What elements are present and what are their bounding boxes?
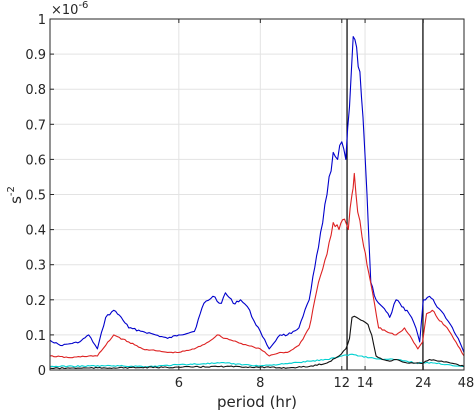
y-multiplier-base: ×10 [51,3,78,18]
y-tick-label: 1 [38,13,46,28]
y-axis-label: s-2 [6,186,25,204]
reference-lines [346,19,424,370]
y-tick-label: 0.8 [25,83,46,98]
x-tick-label: 14 [357,376,374,391]
y-tick-label: 0.3 [25,259,46,274]
x-tick-label: 6 [175,376,183,391]
series-line [49,36,465,353]
y-tick-label: 0.2 [25,294,46,309]
y-tick-label: 0.9 [25,48,46,63]
y-tick-label: 0 [38,364,46,379]
x-tick-label: 48 [458,376,474,391]
y-multiplier-exponent: -6 [78,0,88,11]
y-tick-label: 0.5 [25,189,46,204]
series-group [49,36,465,370]
y-axis-label-exponent: -2 [6,186,17,196]
x-tick-label: 24 [415,376,432,391]
x-axis-ticks: 6 8 12 14 24 48 [175,19,474,391]
y-tick-label: 0.1 [25,329,46,344]
y-axis-ticks: 0 0.1 0.2 0.3 0.4 0.5 0.6 0.7 0.8 0.9 1 [25,13,464,379]
y-tick-label: 0.4 [25,224,46,239]
x-tick-label: 12 [334,376,351,391]
y-tick-label: 0.7 [25,118,46,133]
series-line [49,172,465,359]
x-tick-label: 8 [256,376,264,391]
y-tick-label: 0.6 [25,153,46,168]
x-axis-label: period (hr) [217,393,297,410]
series-line [49,315,465,370]
y-axis-label-base: s [7,196,25,204]
y-multiplier: ×10-6 [51,0,88,18]
